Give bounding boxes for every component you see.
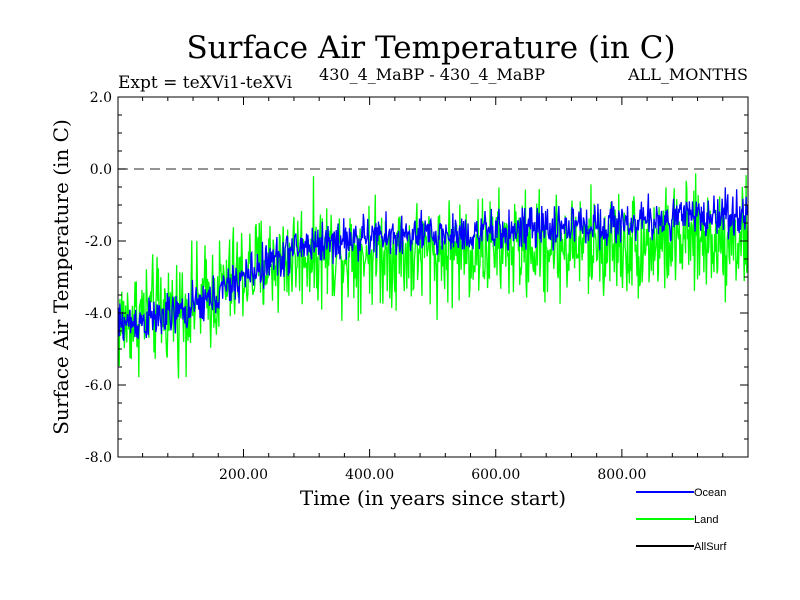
series-layer: [118, 173, 748, 379]
y-tick-label: -8.0: [85, 450, 112, 466]
expt-label: Expt = teXVi1-teXVi: [118, 73, 293, 93]
y-tick-label: -6.0: [85, 378, 112, 394]
y-tick-label: 0.0: [90, 162, 112, 178]
legend: Ocean Land AllSurf: [636, 487, 727, 553]
x-tick-label: 200.00: [219, 467, 268, 483]
legend-label-ocean: Ocean: [694, 487, 726, 499]
months-label: ALL_MONTHS: [627, 65, 748, 84]
legend-label-land: Land: [694, 514, 718, 526]
y-axis-label: Surface Air Temperature (in C): [49, 119, 73, 435]
x-axis-label: Time (in years since start): [300, 486, 566, 510]
chart-subtitle: 430_4_MaBP - 430_4_MaBP: [319, 65, 545, 84]
series-line-ocean: [118, 187, 748, 341]
y-tick-label: -2.0: [85, 234, 112, 250]
y-tick-label: -4.0: [85, 306, 112, 322]
ticks-layer: -8.0 -6.0 -4.0 -2.0 0.0 2.0 200.00 400.00 600.00…: [85, 90, 748, 483]
legend-label-allsurf: AllSurf: [694, 541, 727, 553]
x-tick-label: 800.00: [597, 467, 646, 483]
series-line-land: [118, 173, 748, 379]
y-tick-label: 2.0: [90, 90, 112, 106]
x-tick-label: 400.00: [345, 467, 394, 483]
chart-title: Surface Air Temperature (in C): [186, 30, 675, 66]
x-tick-label: 600.00: [471, 467, 520, 483]
